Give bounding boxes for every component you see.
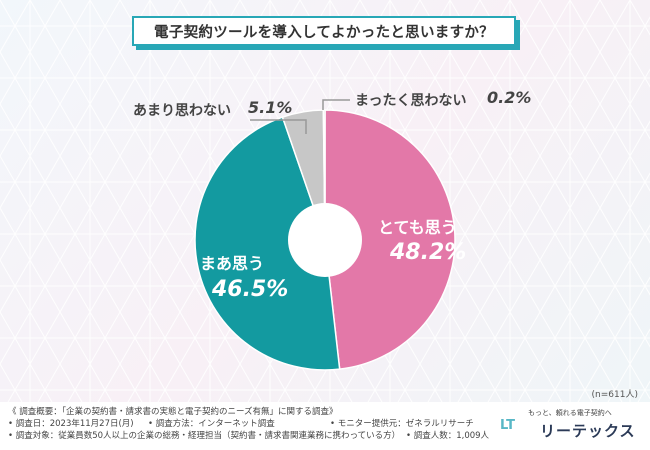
logo-tagline: もっと、頼れる電子契約へ xyxy=(528,409,612,417)
logo-brand: リーテックス xyxy=(540,422,636,440)
leader-line-mattaku xyxy=(322,99,350,110)
company-logo: LT もっと、頼れる電子契約へ リーテックス xyxy=(500,406,640,446)
slice-value-amari: 5.1% xyxy=(248,98,293,117)
slice-label-totemo: とても思う xyxy=(378,218,457,237)
donut-hole xyxy=(288,203,362,277)
survey-target: • 調査対象：従業員数50人以上の企業の総務・経理担当（契約書・請求書関連業務に… xyxy=(8,431,401,441)
survey-method: • 調査方法：インターネット調査 xyxy=(148,419,275,429)
survey-provider: • モニター提供元：ゼネラルリサーチ xyxy=(330,419,474,429)
slice-label-maa: まあ思う xyxy=(200,254,265,273)
slice-value-mattaku: 0.2% xyxy=(487,88,532,107)
survey-overview: 《 調査概要：「企業の契約書・請求書の実態と電子契約のニーズ有無」に関する調査》 xyxy=(8,407,338,417)
leader-line-amari xyxy=(250,119,307,134)
pie-slice-1 xyxy=(194,116,341,371)
pie-chart xyxy=(194,99,456,371)
survey-notes: 《 調査概要：「企業の契約書・請求書の実態と電子契約のニーズ有無」に関する調査》… xyxy=(0,402,650,450)
pie-slice-3 xyxy=(322,109,326,241)
survey-count: • 調査人数：1,009人 xyxy=(406,431,490,441)
pie-slice-0 xyxy=(324,109,456,371)
slice-value-totemo: 48.2% xyxy=(390,240,467,265)
slice-label-amari: あまり思わない xyxy=(133,103,231,119)
chart-title: 電子契約ツールを導入してよかったと思いますか？ xyxy=(132,16,516,46)
slice-label-mattaku: まったく思わない xyxy=(355,93,467,109)
survey-date: • 調査日：2023年11月27日(月) xyxy=(8,419,134,429)
slice-value-maa: 46.5% xyxy=(212,277,289,302)
logo-mark-icon: LT xyxy=(500,418,515,433)
sample-size-note: (n=611人) xyxy=(591,390,638,400)
